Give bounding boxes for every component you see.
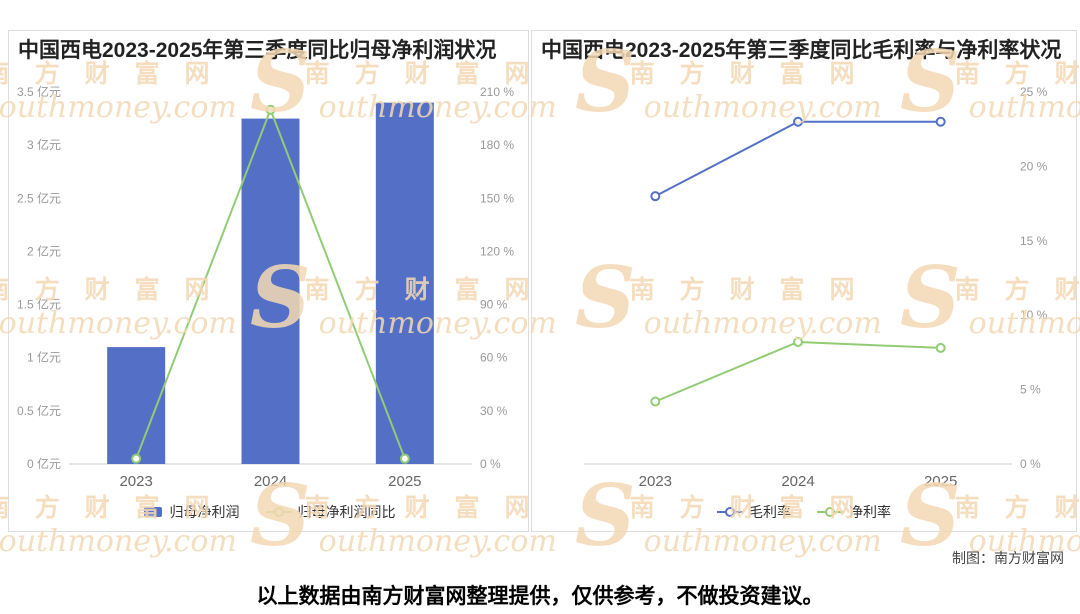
svg-text:0 %: 0 % — [480, 457, 501, 471]
svg-text:180 %: 180 % — [480, 138, 514, 152]
bar-series-icon — [143, 507, 162, 517]
svg-text:5 %: 5 % — [1020, 383, 1041, 397]
svg-text:30 %: 30 % — [480, 404, 508, 418]
legend-item-net-profit-yoy: 归母净利润同比 — [265, 502, 396, 522]
svg-text:2.5 亿元: 2.5 亿元 — [17, 190, 61, 205]
legend-item-gross-margin: 毛利率 — [717, 502, 791, 522]
svg-text:0.5 亿元: 0.5 亿元 — [17, 403, 61, 418]
svg-text:1 亿元: 1 亿元 — [27, 350, 61, 365]
svg-text:0 亿元: 0 亿元 — [27, 456, 61, 471]
legend-label-net-margin: 净利率 — [849, 504, 891, 520]
net-profit-legend: 归母净利润 归母净利润同比 — [9, 502, 528, 522]
margin-legend: 毛利率 净利率 — [532, 502, 1076, 522]
legend-item-net-profit: 归母净利润 — [142, 502, 240, 522]
legend-label-gross-margin: 毛利率 — [749, 504, 791, 520]
svg-text:3.5 亿元: 3.5 亿元 — [17, 84, 61, 99]
svg-text:2 亿元: 2 亿元 — [27, 243, 61, 258]
svg-text:90 %: 90 % — [480, 298, 508, 312]
svg-text:210 %: 210 % — [480, 85, 514, 99]
svg-text:2025: 2025 — [924, 473, 957, 490]
net-profit-chart-title: 中国西电2023-2025年第三季度同比归母净利润状况 — [18, 39, 497, 62]
svg-text:20 %: 20 % — [1020, 159, 1048, 173]
legend-item-net-margin: 净利率 — [817, 502, 891, 522]
net-profit-chart-panel: 中国西电2023-2025年第三季度同比归母净利润状况 0 亿元 0.5 亿元 1 … — [8, 30, 529, 532]
svg-text:2023: 2023 — [639, 473, 672, 490]
svg-text:150 %: 150 % — [480, 191, 514, 205]
svg-text:10 %: 10 % — [1020, 308, 1048, 322]
svg-text:3 亿元: 3 亿元 — [27, 137, 61, 152]
margin-chart-title: 中国西电2023-2025年第三季度同比毛利率与净利率状况 — [541, 39, 1062, 62]
svg-text:120 %: 120 % — [480, 244, 514, 258]
net-profit-chart: 0 亿元 0.5 亿元 1 亿元 1.5 亿元 2 亿元 2.5 亿元 3 亿元 3.5 亿元… — [17, 84, 514, 490]
legend-label-net-profit-yoy: 归母净利润同比 — [297, 504, 396, 520]
svg-text:2024: 2024 — [254, 473, 287, 490]
svg-text:2025: 2025 — [388, 473, 421, 490]
svg-text:15 %: 15 % — [1020, 234, 1048, 248]
margin-chart: 0 % 5 % 10 % 15 % 20 % 25 % 2023 2024 2025 — [584, 85, 1048, 490]
svg-text:25 %: 25 % — [1020, 85, 1048, 99]
svg-text:0 %: 0 % — [1020, 457, 1041, 471]
line-series-icon — [265, 507, 292, 517]
svg-text:2023: 2023 — [119, 473, 152, 490]
chart-credit: 制图：南方财富网 — [952, 550, 1064, 566]
line-series-icon — [817, 507, 843, 517]
svg-text:1.5 亿元: 1.5 亿元 — [17, 297, 61, 312]
svg-text:2024: 2024 — [781, 473, 814, 490]
line-series-icon — [717, 507, 743, 517]
svg-text:60 %: 60 % — [480, 351, 508, 365]
margin-chart-panel: 中国西电2023-2025年第三季度同比毛利率与净利率状况 0 % 5 % 10 %… — [531, 30, 1077, 532]
disclaimer-text: 以上数据由南方财富网整理提供，仅供参考，不做投资建议。 — [256, 585, 824, 608]
legend-label-net-profit: 归母净利润 — [169, 504, 240, 520]
